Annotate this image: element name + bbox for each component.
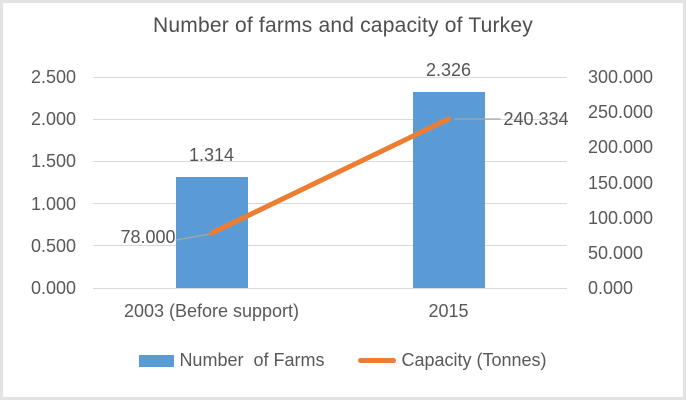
left-axis-tick-label: 2.000 [30,109,76,130]
chart-title: Number of farms and capacity of Turkey [153,14,533,37]
gridline [93,160,567,162]
right-axis-tick-label: 250.000 [588,102,654,123]
legend-label: Capacity (Tonnes) [401,350,547,370]
right-axis-tick-label: 50.000 [588,242,644,263]
line-value-label: 240.334 [503,108,569,129]
gridline [93,203,567,205]
gridline [93,118,567,120]
right-axis-tick-label: 200.000 [588,137,654,158]
legend-item: Capacity (Tonnes) [358,350,547,371]
left-axis-tick-label: 2.500 [30,67,76,87]
right-axis-tick-label: 0.000 [588,278,634,298]
bar-value-label: 2.326 [425,59,472,80]
legend: Number of Farms Capacity (Tonnes) [0,350,686,371]
line-value-label: 78.000 [120,227,176,248]
legend-label: Number of Farms [179,350,325,370]
bar-0 [175,177,248,288]
gridline [93,287,567,289]
bar-1 [412,91,485,288]
legend-line-swatch-icon [358,358,397,363]
right-axis-tick-label: 300.000 [588,67,654,87]
gridline [93,76,567,78]
left-axis-tick-label: 0.500 [30,235,76,256]
left-axis-tick-label: 1.500 [30,151,76,172]
x-axis-category-label: 2015 [428,301,469,321]
x-axis-category-label: 2003 (Before support) [123,301,300,321]
gridline [93,245,567,247]
legend-bar-swatch-icon [139,354,175,367]
left-axis-tick-label: 1.000 [30,193,76,214]
right-axis-tick-label: 100.000 [588,207,654,228]
bar-value-label: 1.314 [188,145,235,166]
legend-item: Number of Farms [139,350,324,371]
left-axis-tick-label: 0.000 [30,278,76,298]
right-axis-tick-label: 150.000 [588,172,654,193]
